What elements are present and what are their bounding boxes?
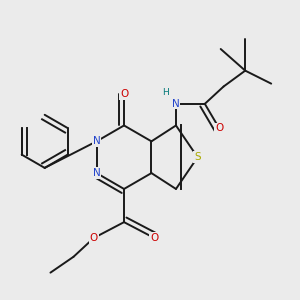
Text: O: O: [90, 233, 98, 243]
Text: O: O: [215, 123, 224, 134]
Text: S: S: [194, 152, 201, 162]
Text: O: O: [120, 89, 128, 99]
Text: N: N: [93, 168, 101, 178]
Text: H: H: [163, 88, 169, 97]
Text: N: N: [172, 99, 180, 109]
Text: O: O: [150, 233, 158, 243]
Text: N: N: [93, 136, 101, 146]
